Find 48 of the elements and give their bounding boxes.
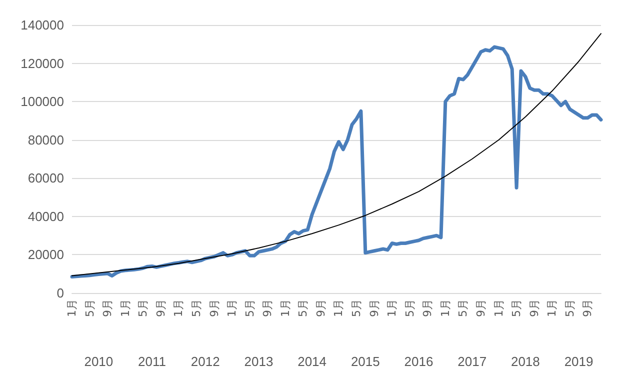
- x-tick-label: 1月: [172, 299, 186, 317]
- x-tick-label: 1月: [278, 299, 292, 317]
- y-tick-label: 80000: [28, 132, 64, 148]
- x-tick-label: 1月: [66, 299, 78, 317]
- x-tick-label: 9月: [101, 299, 114, 317]
- x-tick-label: 1月: [118, 299, 132, 317]
- x-tick-label: 5月: [563, 299, 576, 317]
- x-tick-label: 5月: [296, 299, 310, 317]
- text: 2012: [190, 354, 220, 369]
- y-tick-label: 40000: [28, 208, 64, 224]
- x-tick-label: 1月: [386, 299, 399, 317]
- text: 2018: [510, 354, 540, 369]
- text: 2015: [350, 354, 380, 369]
- text: 2017: [458, 354, 487, 369]
- x-tick-label: 9月: [208, 299, 221, 317]
- y-tick-label: 100000: [20, 94, 64, 110]
- x-tick-label: 1月: [492, 299, 506, 317]
- y-tick-label: 140000: [20, 18, 64, 32]
- y-tick-label: 0: [56, 286, 64, 300]
- x-tick-label: 5月: [350, 299, 364, 317]
- y-tick-label: 120000: [20, 56, 64, 71]
- x-tick-label: 1月: [546, 299, 559, 317]
- text: 2013: [244, 354, 274, 369]
- x-tick-label: 5月: [456, 299, 470, 317]
- x-tick-label: 5月: [243, 299, 256, 317]
- x-tick-label: 5月: [190, 299, 203, 317]
- x-tick-label: 5月: [510, 299, 524, 317]
- x-tick-label: 5月: [136, 299, 150, 317]
- text: 2010: [84, 354, 114, 369]
- text: 2014: [298, 354, 327, 369]
- x-tick-label: 1月: [332, 299, 346, 317]
- x-tick-label: 9月: [261, 299, 274, 317]
- x-tick-label: 9月: [368, 299, 381, 317]
- x-tick-label: 1月: [438, 299, 452, 317]
- x-tick-label: 9月: [581, 299, 594, 317]
- x-tick-label: 9月: [314, 299, 328, 317]
- x-tick-label: 5月: [403, 299, 416, 317]
- text: 2016: [404, 354, 434, 369]
- x-tick-label: 9月: [474, 299, 488, 317]
- x-tick-label: 9月: [421, 299, 434, 317]
- text: 2011: [138, 354, 166, 369]
- y-tick-label: 20000: [28, 247, 64, 262]
- x-tick-label: 9月: [528, 299, 541, 317]
- x-tick-label: 1月: [226, 299, 239, 317]
- text: 2019: [564, 354, 594, 369]
- x-tick-label: 9月: [154, 299, 168, 317]
- x-tick-label: 5月: [83, 299, 96, 317]
- y-tick-label: 60000: [28, 170, 64, 186]
